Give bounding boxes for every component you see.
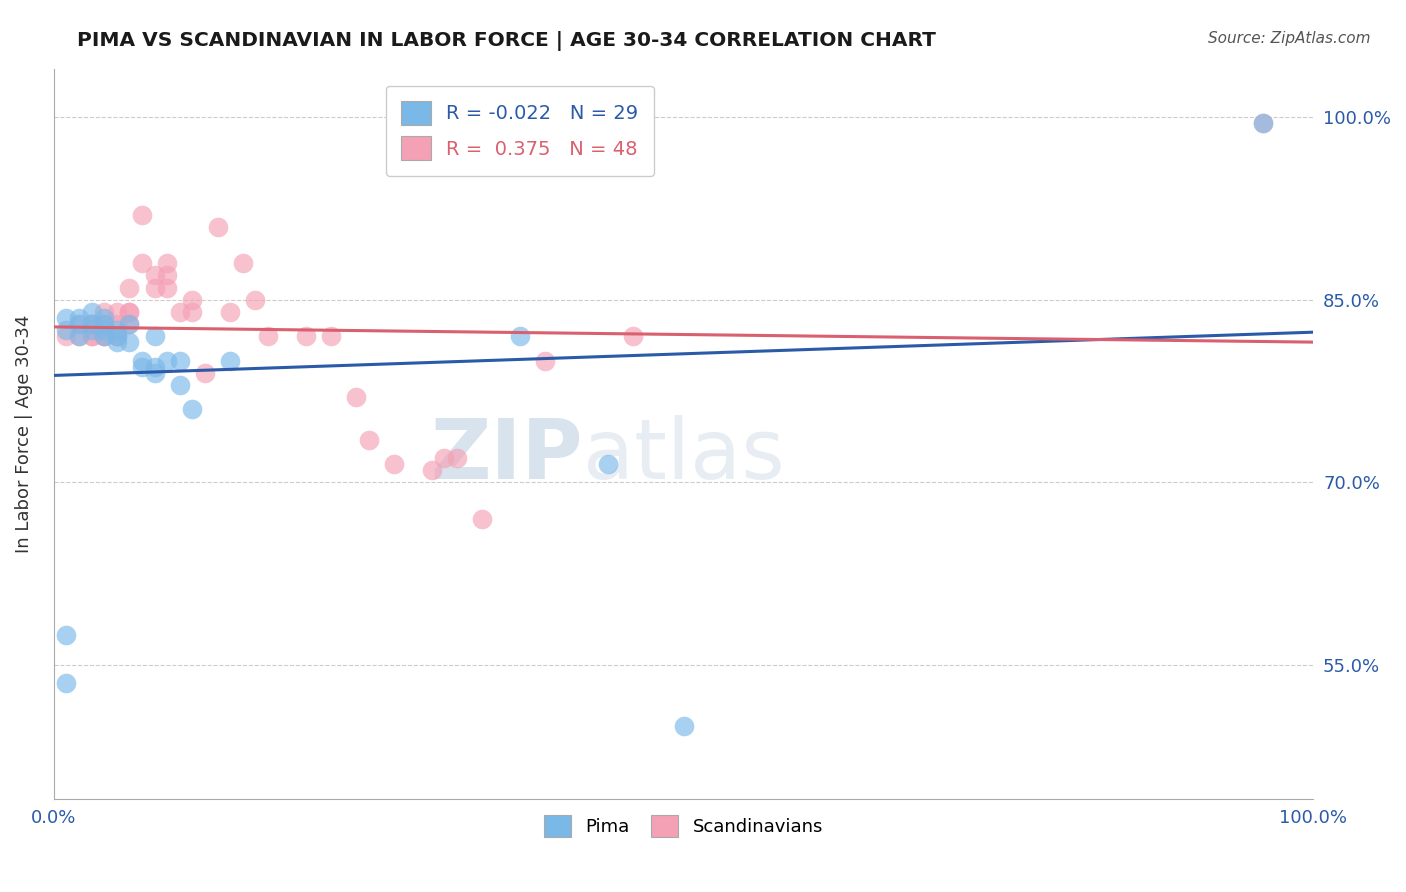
- Point: [621, 329, 644, 343]
- Point: [344, 390, 367, 404]
- Text: atlas: atlas: [583, 415, 785, 496]
- Point: [105, 305, 128, 319]
- Point: [118, 317, 141, 331]
- Point: [169, 305, 191, 319]
- Text: ZIP: ZIP: [430, 415, 583, 496]
- Point: [1251, 116, 1274, 130]
- Point: [80, 317, 103, 331]
- Point: [319, 329, 342, 343]
- Point: [55, 676, 77, 690]
- Point: [446, 450, 468, 465]
- Point: [131, 256, 153, 270]
- Point: [156, 256, 179, 270]
- Point: [55, 329, 77, 343]
- Point: [596, 457, 619, 471]
- Point: [105, 317, 128, 331]
- Point: [67, 311, 90, 326]
- Point: [105, 329, 128, 343]
- Point: [80, 329, 103, 343]
- Point: [93, 311, 115, 326]
- Point: [232, 256, 254, 270]
- Point: [67, 329, 90, 343]
- Point: [294, 329, 316, 343]
- Point: [143, 329, 166, 343]
- Point: [80, 317, 103, 331]
- Y-axis label: In Labor Force | Age 30-34: In Labor Force | Age 30-34: [15, 315, 32, 553]
- Point: [105, 329, 128, 343]
- Point: [93, 317, 115, 331]
- Point: [118, 305, 141, 319]
- Point: [181, 402, 204, 417]
- Legend: Pima, Scandinavians: Pima, Scandinavians: [537, 808, 831, 845]
- Point: [118, 335, 141, 350]
- Point: [93, 329, 115, 343]
- Point: [67, 317, 90, 331]
- Point: [181, 293, 204, 307]
- Point: [55, 323, 77, 337]
- Point: [93, 329, 115, 343]
- Point: [169, 378, 191, 392]
- Point: [80, 305, 103, 319]
- Point: [509, 329, 531, 343]
- Point: [55, 311, 77, 326]
- Point: [156, 280, 179, 294]
- Point: [80, 317, 103, 331]
- Point: [131, 208, 153, 222]
- Point: [257, 329, 280, 343]
- Point: [105, 323, 128, 337]
- Point: [219, 305, 242, 319]
- Point: [1251, 116, 1274, 130]
- Point: [143, 268, 166, 283]
- Point: [93, 323, 115, 337]
- Point: [420, 463, 443, 477]
- Point: [143, 359, 166, 374]
- Point: [194, 366, 217, 380]
- Point: [131, 359, 153, 374]
- Point: [156, 353, 179, 368]
- Point: [105, 329, 128, 343]
- Point: [143, 280, 166, 294]
- Point: [357, 433, 380, 447]
- Point: [156, 268, 179, 283]
- Point: [131, 353, 153, 368]
- Text: Source: ZipAtlas.com: Source: ZipAtlas.com: [1208, 31, 1371, 46]
- Point: [105, 335, 128, 350]
- Point: [118, 280, 141, 294]
- Point: [93, 317, 115, 331]
- Point: [93, 329, 115, 343]
- Point: [534, 353, 557, 368]
- Point: [219, 353, 242, 368]
- Point: [118, 317, 141, 331]
- Point: [207, 219, 229, 234]
- Point: [93, 305, 115, 319]
- Point: [118, 305, 141, 319]
- Point: [169, 353, 191, 368]
- Point: [67, 329, 90, 343]
- Point: [143, 366, 166, 380]
- Point: [80, 323, 103, 337]
- Text: PIMA VS SCANDINAVIAN IN LABOR FORCE | AGE 30-34 CORRELATION CHART: PIMA VS SCANDINAVIAN IN LABOR FORCE | AG…: [77, 31, 936, 51]
- Point: [382, 457, 405, 471]
- Point: [245, 293, 267, 307]
- Point: [93, 317, 115, 331]
- Point: [672, 719, 695, 733]
- Point: [55, 627, 77, 641]
- Point: [67, 317, 90, 331]
- Point: [433, 450, 456, 465]
- Point: [80, 329, 103, 343]
- Point: [181, 305, 204, 319]
- Point: [471, 512, 494, 526]
